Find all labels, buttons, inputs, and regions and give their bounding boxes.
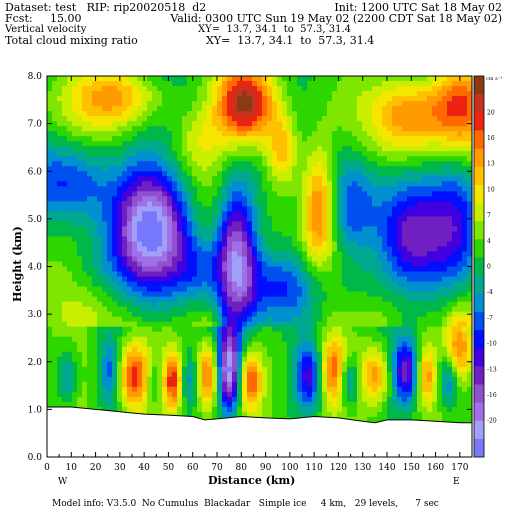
colorbar-swatch <box>474 239 484 258</box>
x-tick-label: 170 <box>451 463 468 473</box>
colorbar-swatch <box>474 112 484 131</box>
y-tick-label: 7.0 <box>28 120 43 130</box>
west-end-label: W <box>58 477 68 487</box>
x-tick-label: 130 <box>354 463 371 473</box>
colorbar-label: 13 <box>487 161 495 168</box>
colorbar-swatch <box>474 402 484 422</box>
x-tick-label: 20 <box>90 463 102 473</box>
colorbar-swatch <box>474 293 484 313</box>
colorbar-swatch <box>474 311 484 331</box>
colorbar-swatch <box>474 148 484 168</box>
colorbar-label: 7 <box>487 212 491 219</box>
x-tick-label: 60 <box>187 463 199 473</box>
colorbar-label: -4 <box>487 289 493 296</box>
colorbar-swatch <box>474 257 484 276</box>
colorbar-label: -7 <box>487 315 493 322</box>
x-tick-label: 70 <box>211 463 223 473</box>
x-tick-label: 90 <box>260 463 272 473</box>
colorbar-label: -16 <box>487 392 497 399</box>
colorbar-swatch <box>474 130 484 149</box>
colorbar-swatch <box>474 384 484 403</box>
x-tick-label: 110 <box>306 463 323 473</box>
y-tick-label: 3.0 <box>28 310 43 320</box>
colorbar-swatch <box>474 366 484 385</box>
colorbar-label: -10 <box>487 341 497 348</box>
colorbar-swatch <box>474 76 484 95</box>
y-tick-label: 1.0 <box>28 405 43 415</box>
x-axis-title: Distance (km) <box>208 474 295 487</box>
colorbar-frame <box>473 75 485 458</box>
x-tick-label: 50 <box>163 463 175 473</box>
y-tick-label: 6.0 <box>28 167 43 177</box>
y-tick-label: 2.0 <box>28 358 43 368</box>
colorbar-swatch <box>474 438 484 458</box>
x-tick-label: 80 <box>236 463 248 473</box>
field-vertical-velocity: Vertical velocity <box>5 24 87 35</box>
field-cloud-mixing-ratio: Total cloud mixing ratio <box>5 34 138 47</box>
velocity-field <box>47 76 472 457</box>
colorbar-label: -13 <box>487 366 497 373</box>
xsec-endpoints-2: XY= 13.7, 34.1 to 57.3, 31.4 <box>206 34 375 47</box>
valid-time: Valid: 0300 UTC Sun 19 May 02 (2200 CDT … <box>170 12 502 25</box>
colorbar-swatch <box>474 330 484 349</box>
colorbar-swatch <box>474 348 484 367</box>
colorbar-label: -20 <box>487 418 497 425</box>
x-tick-label: 0 <box>44 463 50 473</box>
forecast-hour: Fcst: 15.00 <box>5 12 82 25</box>
colorbar-swatch <box>474 203 484 222</box>
y-tick-label: 4.0 <box>28 263 43 273</box>
colorbar-label: 20 <box>487 109 495 116</box>
colorbar-swatch <box>474 420 484 440</box>
y-tick-label: 0.0 <box>28 453 43 463</box>
y-axis: 0.0 1.0 2.0 3.0 4.0 5.0 6.0 7.0 8.0 <box>28 72 472 463</box>
init-time: Init: 1200 UTC Sat 18 May 02 <box>334 1 502 14</box>
colorbar-swatch <box>474 94 484 113</box>
terrain-surface <box>47 406 472 457</box>
colorbar-swatch <box>474 184 484 204</box>
x-axis: 0 10 20 30 40 50 60 70 80 90 100 110 120 130 140 150 160… <box>44 76 469 473</box>
colorbar-label: 16 <box>487 135 495 142</box>
xsec-endpoints-1: XY= 13.7, 34.1 to 57.3, 31.4 <box>198 24 351 35</box>
y-tick-label: 5.0 <box>28 215 43 225</box>
x-tick-label: 30 <box>114 463 126 473</box>
colorbar-swatch <box>474 166 484 186</box>
x-tick-label: 10 <box>66 463 78 473</box>
colorbar-label: 4 <box>487 238 491 245</box>
terrain-mask <box>47 406 472 457</box>
dataset-label: Dataset: test RIP: rip20020518 d2 <box>5 1 207 14</box>
colorbar: 20 16 13 10 7 4 0 -4 -7 -10 -13 -16 -20 <box>473 75 497 458</box>
x-tick-label: 100 <box>281 463 298 473</box>
model-info: Model info: V3.5.0 No Cumulus Blackadar … <box>52 499 439 509</box>
east-end-label: E <box>453 477 460 487</box>
x-tick-label: 120 <box>330 463 347 473</box>
x-tick-label: 160 <box>427 463 444 473</box>
x-tick-label: 150 <box>403 463 420 473</box>
y-axis-title: Height (km) <box>11 226 24 302</box>
colorbar-label: 0 <box>487 264 491 271</box>
y-tick-label: 8.0 <box>28 72 43 82</box>
colorbar-swatch <box>474 221 484 240</box>
colorbar-units: cm s⁻¹ <box>486 76 502 82</box>
x-tick-label: 40 <box>138 463 150 473</box>
x-tick-label: 140 <box>378 463 395 473</box>
colorbar-swatch <box>474 275 484 295</box>
colorbar-label: 10 <box>487 186 495 193</box>
